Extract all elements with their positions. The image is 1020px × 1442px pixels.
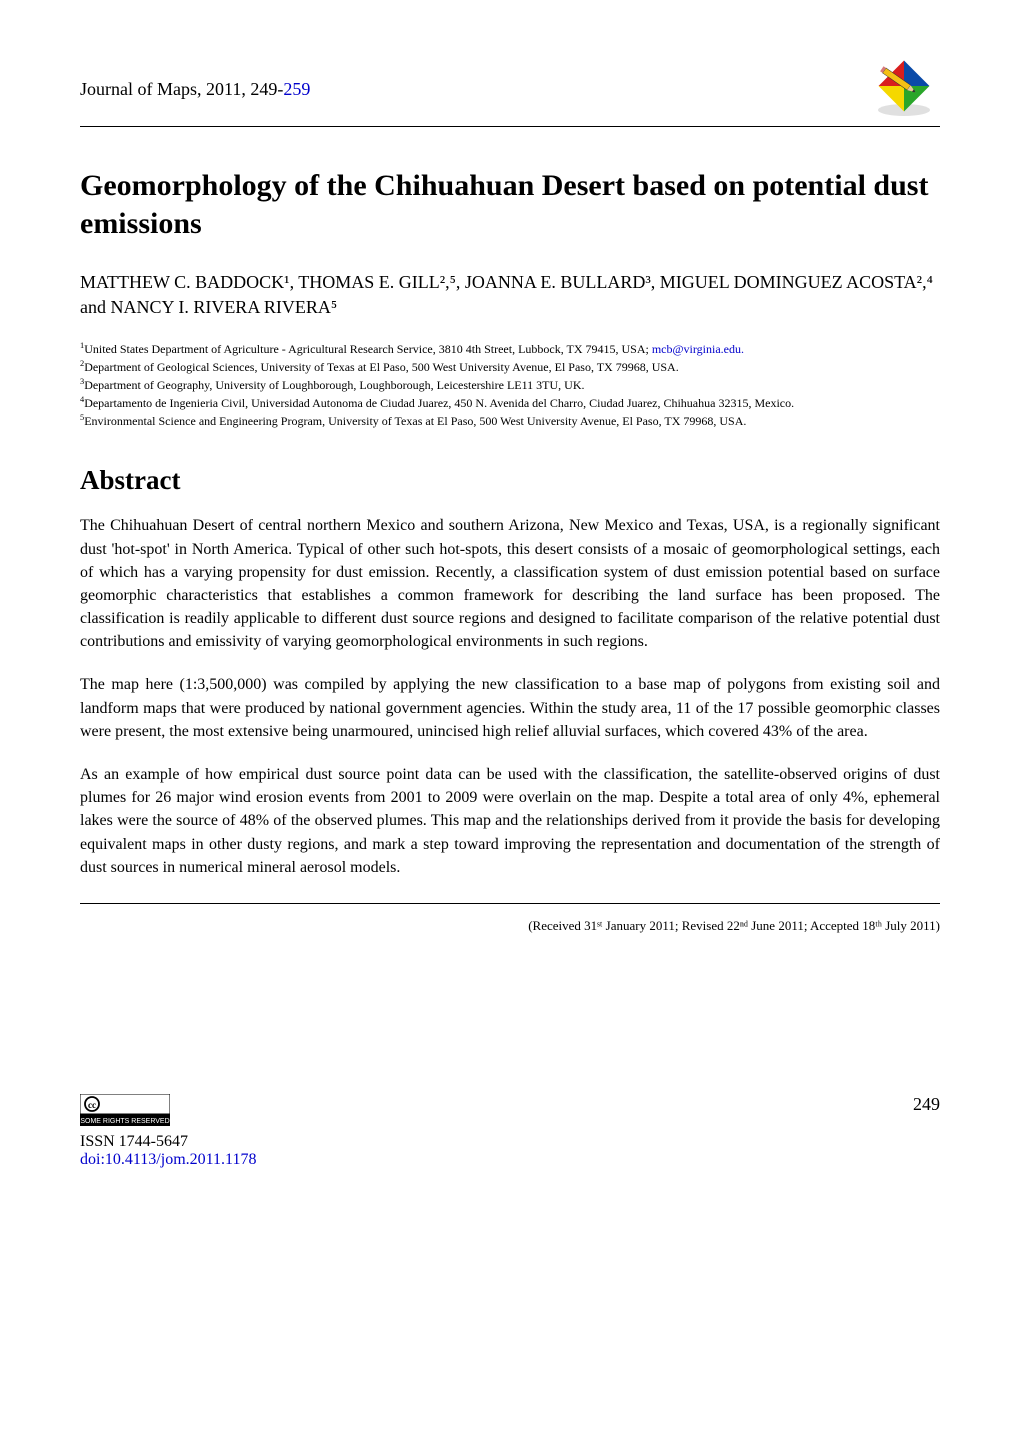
doi-link[interactable]: doi:10.4113/jom.2011.1178 [80,1151,940,1169]
aff-text-4: Departamento de Ingenieria Civil, Univer… [84,396,794,410]
abstract-para-2: The map here (1:3,500,000) was compiled … [80,673,940,743]
affiliation-1: 1United States Department of Agriculture… [80,340,940,358]
received-dates: (Received 31ˢᵗ January 2011; Revised 22ⁿ… [80,918,940,934]
abstract-heading: Abstract [80,465,940,496]
affiliation-3: 3Department of Geography, University of … [80,376,940,394]
issn: ISSN 1744-5647 [80,1133,940,1151]
aff-text-3: Department of Geography, University of L… [84,378,584,392]
affiliation-5: 5Environmental Science and Engineering P… [80,412,940,430]
affiliations: 1United States Department of Agriculture… [80,340,940,429]
journal-text: Journal of Maps, 2011, 249- [80,79,283,99]
cc-badge: cc SOME RIGHTS RESERVED [80,1094,170,1131]
footer: 249 cc SOME RIGHTS RESERVED ISSN 1744-56… [80,1094,940,1169]
page-end-link[interactable]: 259 [283,79,310,99]
authors: MATTHEW C. BADDOCK¹, THOMAS E. GILL²,⁵, … [80,270,940,320]
journal-logo [868,60,940,118]
journal-info: Journal of Maps, 2011, 249-259 [80,79,310,100]
header-row: Journal of Maps, 2011, 249-259 [80,60,940,127]
aff-text-1: United States Department of Agriculture … [84,342,652,356]
affiliation-4: 4Departamento de Ingenieria Civil, Unive… [80,394,940,412]
aff-text-5: Environmental Science and Engineering Pr… [84,414,746,428]
abstract-para-1: The Chihuahuan Desert of central norther… [80,514,940,653]
divider [80,903,940,904]
affiliation-2: 2Department of Geological Sciences, Univ… [80,358,940,376]
abstract-para-3: As an example of how empirical dust sour… [80,763,940,879]
cc-text: SOME RIGHTS RESERVED [80,1118,169,1125]
page-number: 249 [913,1094,940,1115]
article-title: Geomorphology of the Chihuahuan Desert b… [80,167,940,242]
aff-email-1[interactable]: mcb@virginia.edu. [652,342,744,356]
aff-text-2: Department of Geological Sciences, Unive… [84,360,679,374]
svg-text:cc: cc [88,1100,96,1110]
